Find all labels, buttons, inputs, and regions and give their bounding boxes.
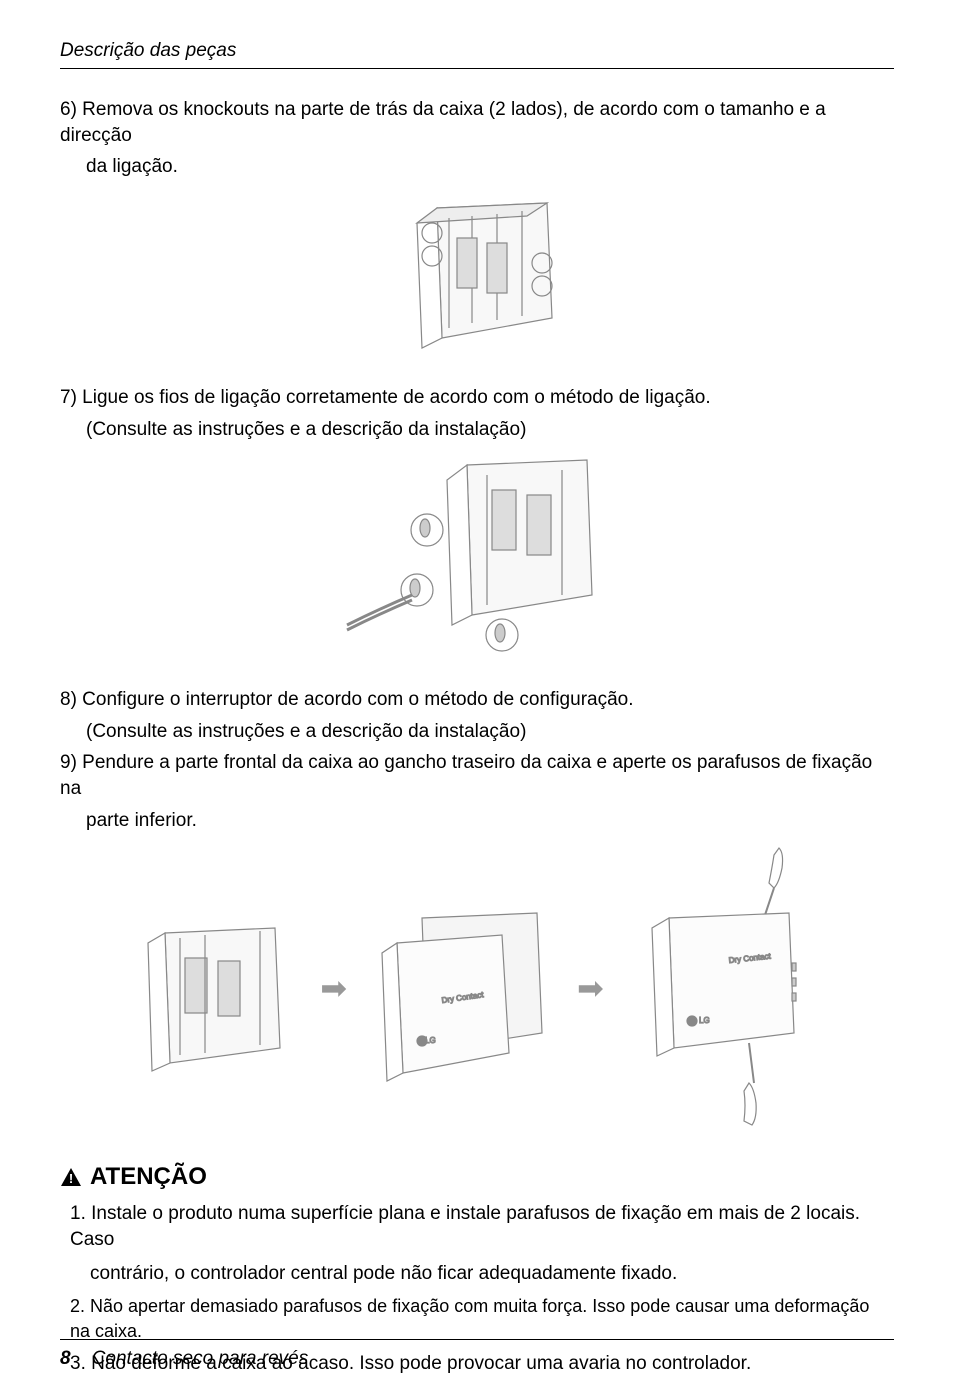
arrow-1-icon: ➡	[320, 969, 347, 1007]
arrow-2-icon: ➡	[577, 969, 604, 1007]
lg-label: LG	[425, 1036, 436, 1045]
header-title: Descrição das peças	[60, 40, 236, 61]
step-8-line1: 8) Configure o interruptor de acordo com…	[60, 687, 894, 713]
lg-label-2: LG	[699, 1016, 710, 1025]
figure-step9-row: ➡ Dry Contact LG ➡ Dry Contact LG	[60, 843, 894, 1133]
warning-triangle-icon: !	[60, 1167, 82, 1187]
warning-item-1-line1: 1. Instale o produto numa superfície pla…	[60, 1201, 894, 1252]
step-6-line1: 6) Remova os knockouts na parte de trás …	[60, 97, 894, 148]
step-9-line1: 9) Pendure a parte frontal da caixa ao g…	[60, 750, 894, 801]
assembly-step3-icon: Dry Contact LG	[624, 843, 824, 1133]
page-footer: 8 Contacto seco para revés	[60, 1339, 894, 1370]
warning-item-2: 2. Não apertar demasiado parafusos de fi…	[60, 1294, 894, 1343]
assembly-step1-icon	[130, 873, 300, 1103]
page-number: 8	[60, 1348, 71, 1369]
page-header: Descrição das peças	[60, 40, 894, 69]
step-9-line2: parte inferior.	[60, 808, 894, 834]
box-back-knockouts-icon	[377, 188, 577, 358]
figure-step7	[60, 450, 894, 665]
svg-text:!: !	[69, 1171, 73, 1186]
figure-step6	[60, 188, 894, 363]
step-6-line2: da ligação.	[60, 154, 894, 180]
assembly-step2-icon: Dry Contact LG	[367, 873, 557, 1103]
step-7-line2: (Consulte as instruções e a descrição da…	[60, 417, 894, 443]
warning-title: ATENÇÃO	[90, 1163, 207, 1191]
footer-title: Contacto seco para revés	[92, 1348, 309, 1369]
wiring-box-icon	[337, 450, 617, 660]
step-8-line2: (Consulte as instruções e a descrição da…	[60, 719, 894, 745]
warning-heading: ! ATENÇÃO	[60, 1163, 894, 1191]
step-7-line1: 7) Ligue os fios de ligação corretamente…	[60, 385, 894, 411]
warning-item-1-line2: contrário, o controlador central pode nã…	[60, 1261, 894, 1287]
